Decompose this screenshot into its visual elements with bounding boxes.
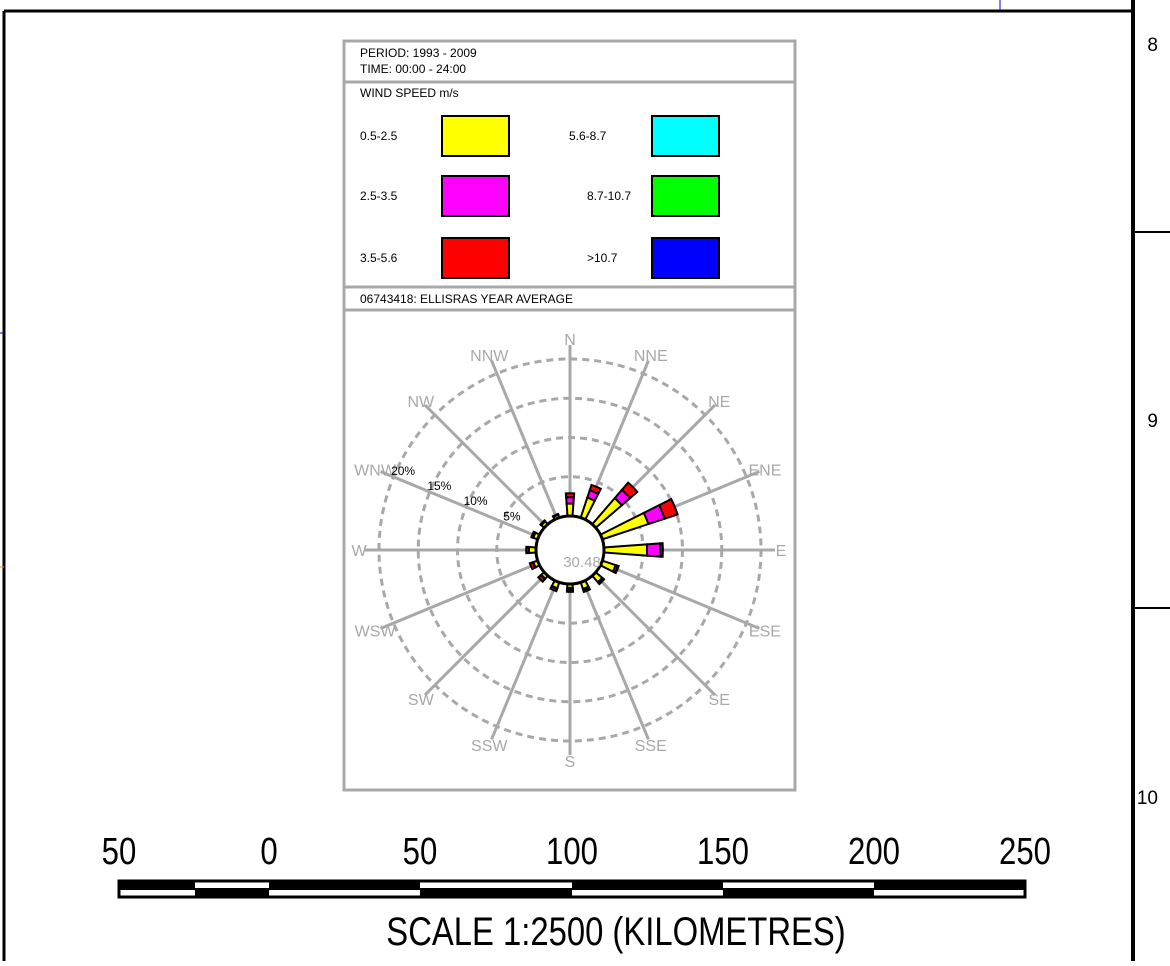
legend-title: WIND SPEED m/s: [360, 86, 459, 100]
rose-petal-segment: [659, 542, 664, 558]
rose-petal-segment: [597, 577, 606, 586]
direction-label: ENE: [748, 462, 781, 479]
calm-label: 30.48: [563, 554, 601, 571]
legend-swatch: [441, 115, 510, 157]
rose-petal-segment: [525, 545, 530, 555]
ring-label: 10%: [464, 494, 488, 508]
station-text: 06743418: ELLISRAS YEAR AVERAGE: [360, 292, 573, 306]
rose-petal-segment: [645, 542, 662, 558]
rose-petal-segment: [530, 530, 537, 539]
rose-spoke: [490, 580, 559, 740]
scale-segment: [723, 889, 874, 897]
rose-petal-segment: [551, 512, 560, 518]
rose-petal-segment: [613, 564, 620, 575]
rose-spoke: [380, 470, 540, 539]
rose-spoke: [380, 561, 540, 630]
legend-label: 8.7-10.7: [587, 189, 631, 203]
scale-number: 50: [402, 831, 438, 873]
scale-number: 250: [999, 831, 1051, 873]
rose-spoke: [592, 572, 717, 697]
rose-petal-segment: [564, 492, 576, 499]
scale-segment: [195, 889, 269, 897]
rose-spoke: [600, 561, 760, 630]
legend-label: 3.5-5.6: [360, 251, 398, 265]
ring-label: 5%: [503, 509, 521, 523]
direction-label: NE: [708, 394, 730, 411]
rose-petal-segment: [536, 573, 547, 584]
grid-label-8: 8: [1147, 35, 1158, 56]
rose-petal-segment: [582, 586, 592, 594]
grid-label-10: 10: [1136, 788, 1158, 809]
direction-label: SSE: [635, 738, 667, 755]
direction-label: WSW: [355, 624, 397, 641]
legend-swatch: [441, 237, 510, 279]
rose-petal-segment: [590, 496, 624, 530]
rose-spoke: [490, 360, 559, 520]
ring-label: 15%: [427, 479, 451, 493]
rose-petal-segment: [549, 585, 559, 593]
direction-label: WNW: [354, 462, 397, 479]
legend-label: >10.7: [587, 251, 618, 265]
legend-swatch: [651, 237, 720, 279]
scale-number: 200: [848, 831, 900, 873]
rose-petal-segment: [565, 502, 575, 518]
legend-label: 2.5-3.5: [360, 189, 398, 203]
scale-number: 50: [101, 831, 137, 873]
direction-label: SSW: [471, 738, 508, 755]
rose-petal-segment: [602, 543, 649, 557]
direction-label: NNE: [634, 348, 668, 365]
direction-label: ESE: [749, 624, 781, 641]
rose-petal-segment: [565, 589, 575, 593]
scale-segment: [119, 881, 195, 889]
rose-spoke: [423, 572, 548, 697]
rose-petal-segment: [538, 518, 547, 527]
direction-label: NW: [407, 394, 435, 411]
scale-segment: [874, 881, 1025, 889]
grid-label-9: 9: [1147, 411, 1158, 432]
rose-spoke: [581, 580, 650, 740]
legend-swatch: [441, 175, 510, 217]
rose-petal-segment: [620, 481, 639, 500]
wind-rose: N NNE NE ENE E ESE SE SSE S SSW SW WSW W WNW NW NNW 5% 10…: [351, 332, 786, 771]
direction-label: E: [776, 543, 787, 560]
rose-petal-segment: [528, 561, 537, 571]
calm-circle: [534, 514, 606, 586]
time-text: TIME: 00:00 - 24:00: [360, 62, 466, 76]
rose-petal-segment: [588, 483, 603, 495]
direction-label: SE: [709, 692, 730, 709]
scale-segment: [269, 881, 420, 889]
scale-bar: [117, 879, 1027, 899]
rose-petal-segment: [658, 497, 679, 520]
scale-number: 0: [260, 831, 278, 873]
scale-number: 100: [546, 831, 598, 873]
legend-panel: PERIOD: 1993 - 2009 TIME: 00:00 - 24:00 …: [342, 39, 797, 792]
direction-label: NNW: [470, 348, 509, 365]
direction-label: N: [564, 332, 576, 349]
direction-label: S: [565, 754, 576, 771]
legend-label: 0.5-2.5: [360, 129, 398, 143]
legend-label: 5.6-8.7: [569, 129, 607, 143]
scale-number: 150: [697, 831, 749, 873]
legend-swatch: [651, 115, 720, 157]
legend-swatch: [651, 175, 720, 217]
rose-spoke: [423, 403, 548, 528]
rose-petal-segment: [579, 496, 597, 521]
direction-label: W: [351, 543, 367, 560]
scale-title: SCALE 1:2500 (KILOMETRES): [386, 910, 846, 954]
period-text: PERIOD: 1993 - 2009: [360, 46, 477, 60]
ring-label: 20%: [391, 464, 415, 478]
legend-items: 0.5-2.5 2.5-3.5 3.5-5.6 5.6-8.7 8.7-10.7 >10.…: [360, 115, 720, 279]
scale-segment: [572, 881, 723, 889]
scale-segment: [420, 889, 572, 897]
direction-label: SW: [408, 692, 435, 709]
